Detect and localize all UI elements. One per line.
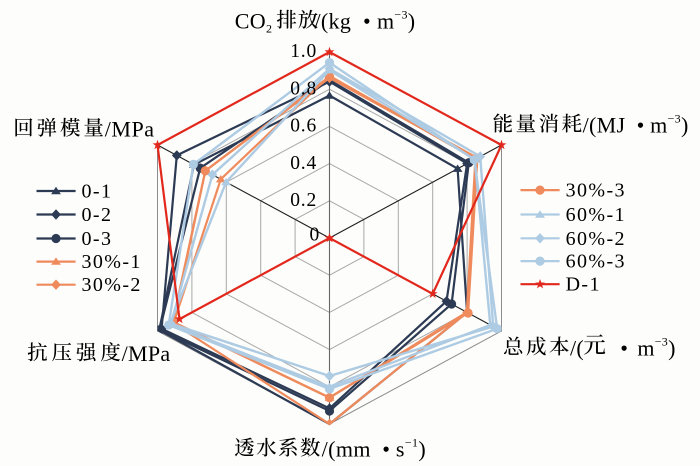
svg-text:/MPa: /MPa [122,341,171,366]
svg-text:D-1: D-1 [566,274,601,296]
svg-text:/(: /( [570,335,584,360]
svg-text:0.4: 0.4 [290,153,317,174]
svg-text:60%-1: 60%-1 [566,204,626,226]
svg-text:0-3: 0-3 [82,228,113,250]
svg-text:1.0: 1.0 [290,41,317,62]
svg-text:0.8: 0.8 [290,78,317,99]
svg-text:0: 0 [309,225,320,246]
svg-text:•m−3): • m−3) [620,334,675,360]
svg-text:60%-3: 60%-3 [566,251,626,273]
svg-text:30%-2: 30%-2 [82,274,142,296]
svg-text:0-2: 0-2 [82,204,113,226]
svg-text:CO2: CO2 [235,8,272,35]
svg-text:30%-3: 30%-3 [566,180,626,202]
svg-text:30%-1: 30%-1 [82,251,142,273]
svg-text:0-1: 0-1 [82,181,113,203]
svg-text:0.2: 0.2 [290,190,317,211]
svg-text:/MPa: /MPa [105,116,155,141]
svg-text:0.6: 0.6 [290,116,317,137]
svg-text:60%-2: 60%-2 [566,228,626,250]
